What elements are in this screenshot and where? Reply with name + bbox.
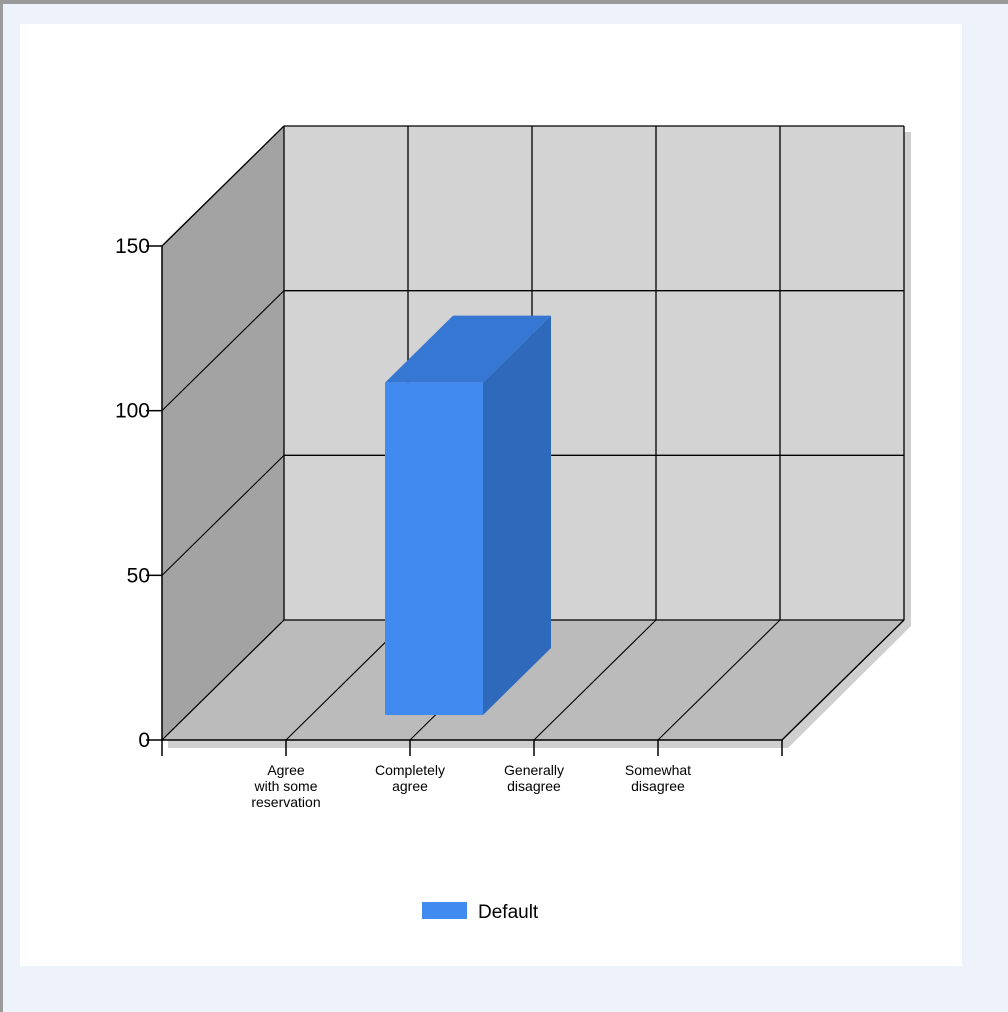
x-category-label: reservation [251,794,320,810]
x-category-label: Somewhat [625,762,691,778]
floor [162,620,904,740]
window-frame-left [0,0,3,1012]
side-wall [162,126,284,740]
side-grid-line [161,454,285,576]
bar-front-face [385,382,483,715]
x-category-label: Agree [267,762,305,778]
x-category-label: Completely [375,762,445,778]
side-top-edge [161,125,285,247]
x-category-label: agree [392,778,428,794]
x-category-label: Generally [504,762,564,778]
y-tick-label: 150 [115,235,150,258]
y-tick-label: 50 [127,564,150,587]
x-category-label: disagree [631,778,685,794]
chart-panel: 0 50 100 150 Agree with some reservation Comple… [20,24,962,966]
y-tick-label: 0 [138,729,150,752]
legend-swatch [422,902,467,919]
bar-top-face [385,315,551,383]
x-category-label: disagree [507,778,561,794]
back-wall [284,126,904,620]
legend-label: Default [478,902,539,923]
floor-front-right-edge [781,619,905,741]
floor-depth-line [533,619,657,741]
x-category-label: with some [253,778,317,794]
side-grid-line [161,290,285,412]
window-frame-top [0,0,1008,4]
floor-depth-line [657,619,781,741]
y-tick-label: 100 [115,400,150,423]
bar-side-face [483,315,551,715]
side-grid-line [161,619,285,741]
